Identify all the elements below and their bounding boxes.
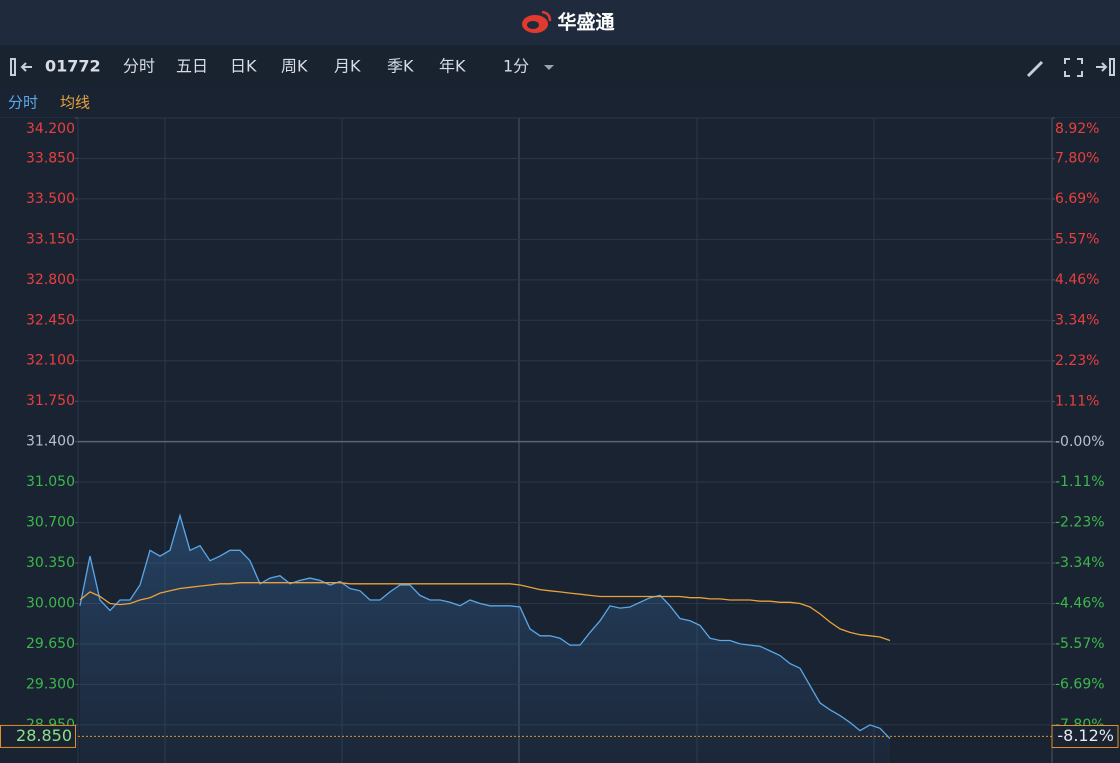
y-tick-label: 30.700 <box>26 515 75 531</box>
y-tick-label: 32.800 <box>26 272 75 288</box>
y2-tick-label: 6.69% <box>1055 191 1099 207</box>
y-tick-label: 31.750 <box>26 393 75 409</box>
y2-tick-label: 7.80% <box>1055 151 1099 167</box>
y2-tick-label: -3.34% <box>1055 555 1105 571</box>
toolbar <box>0 46 1120 88</box>
symbol[interactable]: 01772 <box>45 57 101 76</box>
dropdown-caret[interactable] <box>544 65 554 70</box>
y-tick-label: 34.200 <box>26 121 75 137</box>
y2-tick-label: -2.23% <box>1055 515 1105 531</box>
average-line <box>79 582 891 642</box>
collapse-icon[interactable] <box>10 58 32 76</box>
y2-tick-label: -4.46% <box>1055 596 1105 612</box>
period-tab[interactable]: 日K <box>230 57 257 76</box>
period-tab[interactable]: 周K <box>281 57 308 76</box>
y-tick-label: 29.650 <box>26 636 75 652</box>
expand-icon[interactable] <box>1096 58 1115 76</box>
pencil-icon[interactable] <box>1026 60 1044 78</box>
y-tick-label: 33.500 <box>26 191 75 207</box>
price-area <box>80 515 890 763</box>
y2-tick-label: 4.46% <box>1055 272 1099 288</box>
app-name: 华盛通 <box>557 11 615 34</box>
y2-tick-label: 5.57% <box>1055 232 1099 248</box>
period-tab[interactable]: 五日 <box>176 57 208 76</box>
period-tab[interactable]: 月K <box>334 57 361 76</box>
y2-tick-label: 2.23% <box>1055 353 1099 369</box>
plot: 34.200 33.850 33.500 33.150 32.800 32.450 32.1… <box>0 117 1120 763</box>
y-tick-label: 30.350 <box>26 555 75 571</box>
y-tick-label: 33.150 <box>26 231 75 247</box>
y-tick-label: 29.300 <box>26 676 75 692</box>
header-bar <box>0 0 1120 45</box>
y2-tick-label: -1.11% <box>1055 474 1105 490</box>
y2-tick-label: 1.11% <box>1055 393 1099 409</box>
y2-tick-label: -5.57% <box>1055 636 1105 652</box>
y2-tick-label: 3.34% <box>1055 313 1099 329</box>
y-tick-label: 31.400 <box>26 434 75 450</box>
y-tick-label: 31.050 <box>26 474 75 490</box>
y-tick-label: 32.100 <box>26 353 75 369</box>
y2-tick-label: -6.69% <box>1055 677 1105 693</box>
last-change-box <box>1051 725 1119 749</box>
period-tab[interactable]: 季K <box>387 57 414 76</box>
price-line <box>79 513 891 740</box>
y-tick-label: 32.450 <box>26 312 75 328</box>
last-change-label: -8.12% <box>1057 726 1114 745</box>
y-tick-label: 33.850 <box>26 150 75 166</box>
y2-tick-label: 8.92% <box>1055 121 1099 137</box>
legend-entry: 分时 <box>8 94 38 112</box>
interval-select[interactable]: 1分 <box>503 57 529 76</box>
fullscreen-icon[interactable] <box>1064 58 1083 77</box>
y-tick-label: 30.000 <box>26 595 75 611</box>
period-tab[interactable]: 分时 <box>123 57 155 76</box>
last-price-label: 28.850 <box>16 726 72 745</box>
legend-entry: 均线 <box>60 94 90 112</box>
legend-bar <box>0 88 1120 118</box>
y2-tick-label: -0.00% <box>1055 434 1105 450</box>
logo-icon <box>522 10 552 33</box>
last-price-box <box>0 724 76 748</box>
period-tab[interactable]: 年K <box>439 57 466 76</box>
